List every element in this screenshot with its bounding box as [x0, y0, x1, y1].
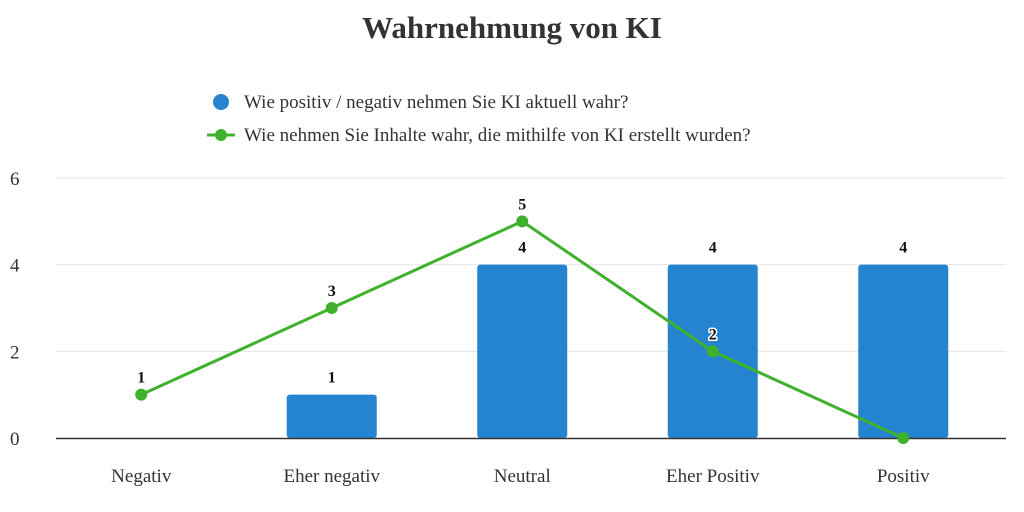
chart-title: Wahrnehmung von KI	[362, 10, 662, 45]
bar[interactable]	[286, 394, 377, 438]
legend: Wie positiv / negativ nehmen Sie KI aktu…	[207, 92, 751, 146]
line-series: 1 3 5 2	[135, 195, 910, 444]
x-tick-label: Positiv	[877, 466, 930, 487]
x-tick-label: Eher negativ	[283, 466, 380, 487]
y-tick-label: 4	[10, 256, 20, 277]
x-tick-label: Negativ	[111, 466, 172, 487]
line-point[interactable]	[516, 215, 529, 228]
x-tick-label: Neutral	[494, 466, 551, 487]
line-point[interactable]	[325, 302, 338, 314]
legend-bar-marker-icon	[213, 94, 229, 110]
bar[interactable]	[477, 264, 568, 438]
bar-data-label: 4	[518, 240, 526, 257]
line-data-label: 2	[709, 326, 717, 343]
legend-line-label: Wie nehmen Sie Inhalte wahr, die mithilf…	[244, 125, 751, 146]
line-data-label: 5	[518, 196, 526, 213]
bar[interactable]	[858, 264, 949, 438]
x-tick-label: Eher Positiv	[666, 466, 760, 487]
line-point[interactable]	[135, 388, 148, 401]
bar-data-label: 4	[709, 240, 717, 257]
legend-item-bar-series[interactable]: Wie positiv / negativ nehmen Sie KI aktu…	[213, 92, 628, 113]
legend-item-line-series[interactable]: Wie nehmen Sie Inhalte wahr, die mithilf…	[207, 125, 751, 146]
line-point[interactable]	[897, 432, 910, 444]
legend-line-dot-icon	[215, 129, 227, 141]
bar-data-label: 4	[899, 240, 907, 257]
y-tick-label: 2	[10, 342, 20, 363]
y-tick-label: 6	[10, 169, 20, 190]
bar-data-label: 1	[328, 370, 336, 387]
line-data-label: 3	[328, 283, 336, 300]
y-tick-label: 0	[10, 429, 20, 450]
line-data-label: 1	[137, 370, 145, 387]
bar-series: 1 4 4 4	[286, 238, 949, 438]
legend-bar-label: Wie positiv / negativ nehmen Sie KI aktu…	[244, 92, 628, 113]
line-point[interactable]	[706, 345, 719, 358]
y-axis-ticks: 0 2 4 6	[10, 169, 20, 450]
x-axis-ticks: Negativ Eher negativ Neutral Eher Positiv Po…	[111, 466, 930, 487]
